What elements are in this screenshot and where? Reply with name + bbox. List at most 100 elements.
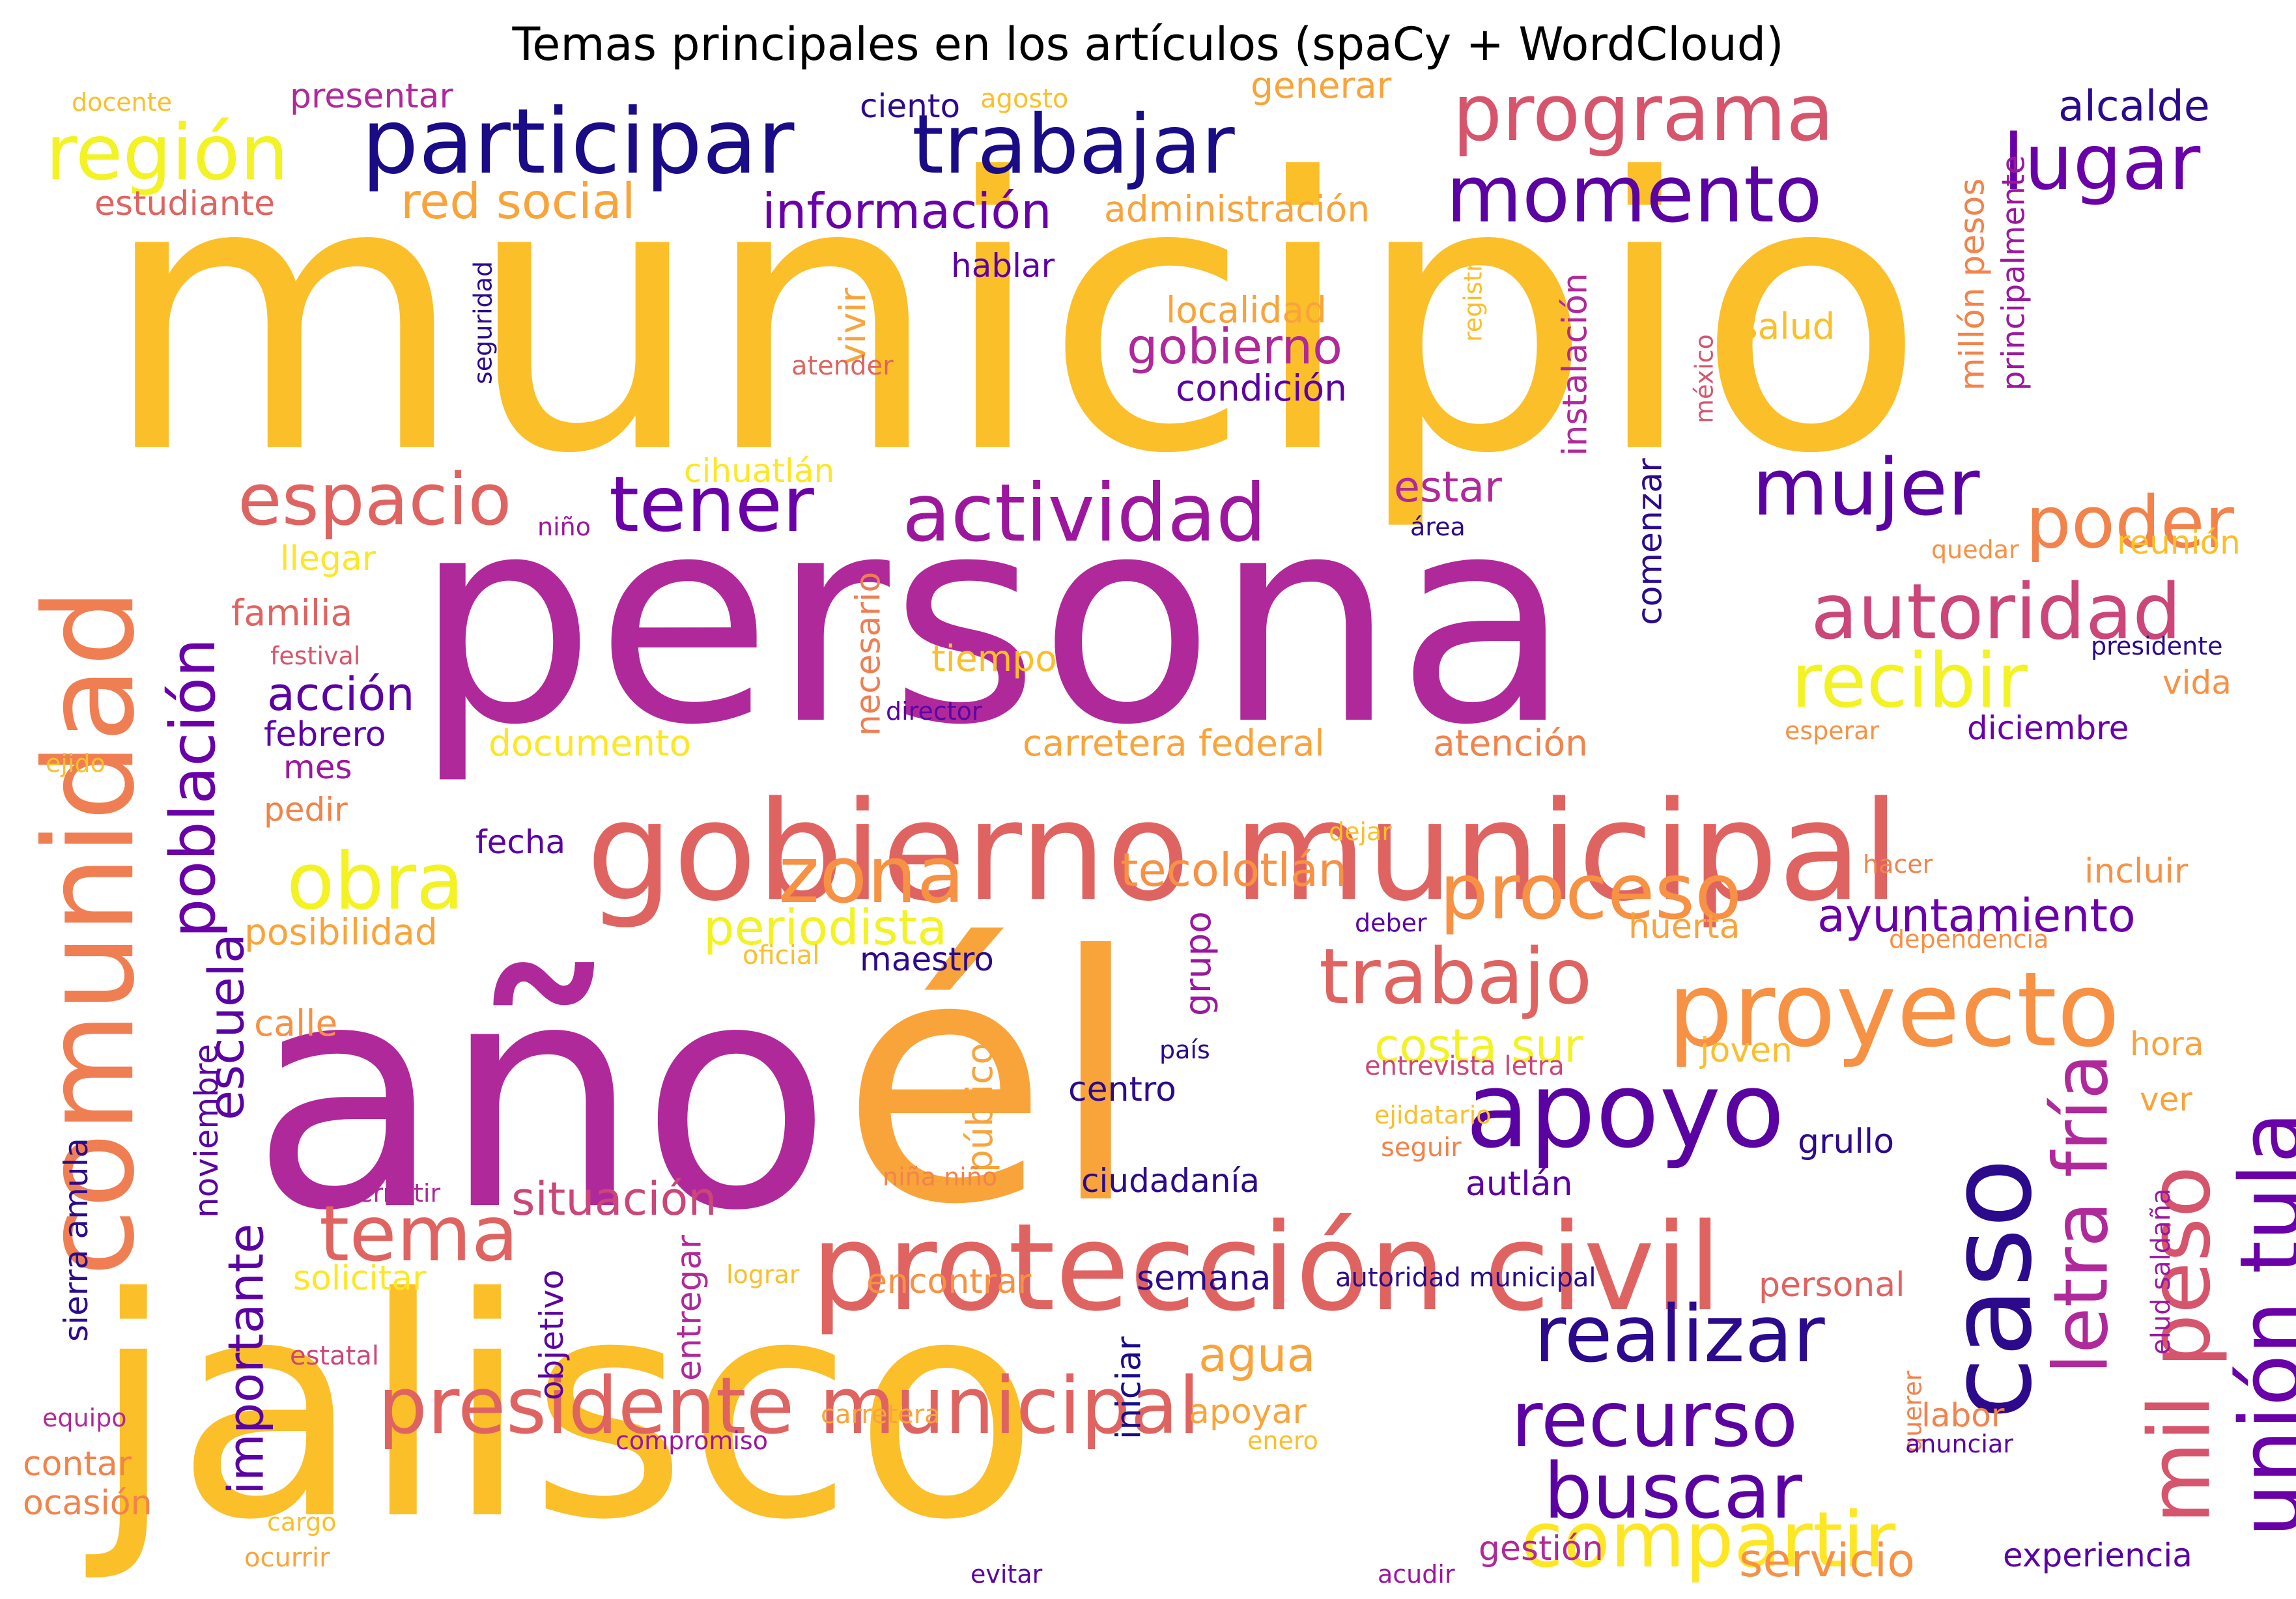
word-programa: programa xyxy=(1453,68,1834,159)
word-entregar: entregar xyxy=(670,1235,709,1381)
word-huerta: huerta xyxy=(1628,907,1740,946)
word-querer: querer xyxy=(1899,1370,1927,1452)
word-mujer: mujer xyxy=(1752,443,1980,533)
word-cihuatlán: cihuatlán xyxy=(684,452,834,490)
word-situación: situación xyxy=(511,1172,717,1226)
word-autlán: autlán xyxy=(1466,1165,1572,1204)
word-importante: importante xyxy=(218,1223,275,1495)
word-documento: documento xyxy=(489,722,691,764)
word-compartir: compartir xyxy=(1521,1495,1896,1585)
word-iniciar: iniciar xyxy=(1110,1336,1149,1439)
word-lugar: lugar xyxy=(2003,117,2201,207)
word-tema: tema xyxy=(319,1189,518,1279)
word-ocasión: ocasión xyxy=(23,1484,152,1523)
word-centro: centro xyxy=(1068,1070,1176,1109)
word-obra: obra xyxy=(287,837,464,927)
word-semana: semana xyxy=(1137,1259,1271,1298)
word-llegar: llegar xyxy=(280,539,376,578)
chart-title: Temas principales en los artículos (spaC… xyxy=(512,18,1784,71)
word-persona: persona xyxy=(414,454,1572,787)
word-hora: hora xyxy=(2130,1025,2204,1063)
word-festival: festival xyxy=(270,642,360,670)
word-población: población xyxy=(158,638,229,938)
word-información: información xyxy=(762,182,1052,240)
word-vida: vida xyxy=(2162,664,2232,701)
word-espacio: espacio xyxy=(238,458,512,541)
word-dependencia: dependencia xyxy=(1889,925,2048,954)
word-entrevista-letra: entrevista letra xyxy=(1365,1051,1565,1081)
word-compromiso: compromiso xyxy=(616,1426,768,1455)
word-diciembre: diciembre xyxy=(1967,709,2129,747)
word-público: público xyxy=(959,1043,1000,1172)
word-febrero: febrero xyxy=(264,715,386,754)
word-ciento: ciento xyxy=(860,87,960,125)
word-quedar: quedar xyxy=(1931,535,2019,564)
word-dejar: dejar xyxy=(1329,817,1392,846)
word-carretera: carretera xyxy=(821,1400,941,1430)
word-tener: tener xyxy=(609,459,814,549)
word-necesario: necesario xyxy=(849,572,888,736)
word-presidente: presidente xyxy=(2091,632,2223,660)
word-mil-peso: mil peso xyxy=(2130,1166,2229,1524)
word-participar: participar xyxy=(361,89,795,194)
word-lograr: lograr xyxy=(726,1260,800,1289)
word-elud-saldaña: elud saldaña xyxy=(2146,1189,2176,1355)
word-trabajo: trabajo xyxy=(1319,931,1592,1021)
word-servicio: servicio xyxy=(1739,1534,1915,1587)
word-fecha: fecha xyxy=(475,823,565,861)
word-año: año xyxy=(251,915,832,1279)
word-permitir: permitir xyxy=(342,1179,440,1208)
word-apoyar: apoyar xyxy=(1189,1393,1307,1432)
word-atender: atender xyxy=(791,351,894,381)
word-pedir: pedir xyxy=(264,791,348,828)
word-hablar: hablar xyxy=(951,247,1055,285)
word-autoridad-municipal: autoridad municipal xyxy=(1335,1263,1596,1293)
word-millón-pesos: millón pesos xyxy=(1953,178,1992,391)
word-apoyo: apoyo xyxy=(1466,1049,1785,1171)
word-contar: contar xyxy=(23,1445,132,1484)
word-gobierno: gobierno xyxy=(1127,318,1342,375)
word-estudiante: estudiante xyxy=(94,184,275,223)
word-incluir: incluir xyxy=(2084,852,2189,891)
word-vivir: vivir xyxy=(832,287,873,365)
word-trabajar: trabajar xyxy=(912,98,1235,192)
word-salud: salud xyxy=(1739,305,1835,347)
word-oficial: oficial xyxy=(743,941,819,970)
word-presidente-municipal: presidente municipal xyxy=(378,1361,1200,1452)
word-agosto: agosto xyxy=(980,84,1068,114)
word-red-social: red social xyxy=(401,173,636,230)
word-letra-fría: letra fría xyxy=(2038,1054,2125,1374)
word-costa-sur: costa sur xyxy=(1374,1019,1583,1073)
word-docente: docente xyxy=(72,88,172,117)
word-municipio: municipio xyxy=(101,99,1925,535)
word-posibilidad: posibilidad xyxy=(244,911,438,953)
word-evitar: evitar xyxy=(971,1560,1043,1589)
word-tiempo: tiempo xyxy=(931,638,1057,679)
word-proceso: proceso xyxy=(1439,847,1742,937)
word-comenzar: comenzar xyxy=(1631,458,1670,625)
word-principalmente: principalmente xyxy=(1995,155,2032,391)
word-experiencia: experiencia xyxy=(2003,1536,2192,1574)
word-zona: zona xyxy=(778,830,965,921)
word-seguridad: seguridad xyxy=(469,261,498,384)
word-tecolotlán: tecolotlán xyxy=(1120,843,1347,897)
word-registro: registro xyxy=(1459,247,1488,342)
word-gobierno-municipal: gobierno municipal xyxy=(586,772,1900,931)
word-reunión: reunión xyxy=(2117,524,2241,561)
word-ejidatario: ejidatario xyxy=(1374,1101,1492,1129)
word-seguir: seguir xyxy=(1381,1133,1462,1163)
word-anunciar: anunciar xyxy=(1905,1430,2013,1458)
word-noviembre: noviembre xyxy=(188,1044,225,1218)
word-alcalde: alcalde xyxy=(2058,82,2210,131)
word-estatal: estatal xyxy=(290,1341,379,1371)
word-méxico: méxico xyxy=(1690,334,1719,423)
word-él: él xyxy=(840,884,1142,1279)
word-grupo: grupo xyxy=(1177,911,1219,1016)
word-poder: poder xyxy=(2026,481,2235,564)
word-maestro: maestro xyxy=(860,941,994,978)
word-región: región xyxy=(46,107,289,197)
word-unión-tula: unión tula xyxy=(2221,1112,2296,1537)
word-labor: labor xyxy=(1921,1396,2005,1434)
word-instalación: instalación xyxy=(1556,273,1595,456)
